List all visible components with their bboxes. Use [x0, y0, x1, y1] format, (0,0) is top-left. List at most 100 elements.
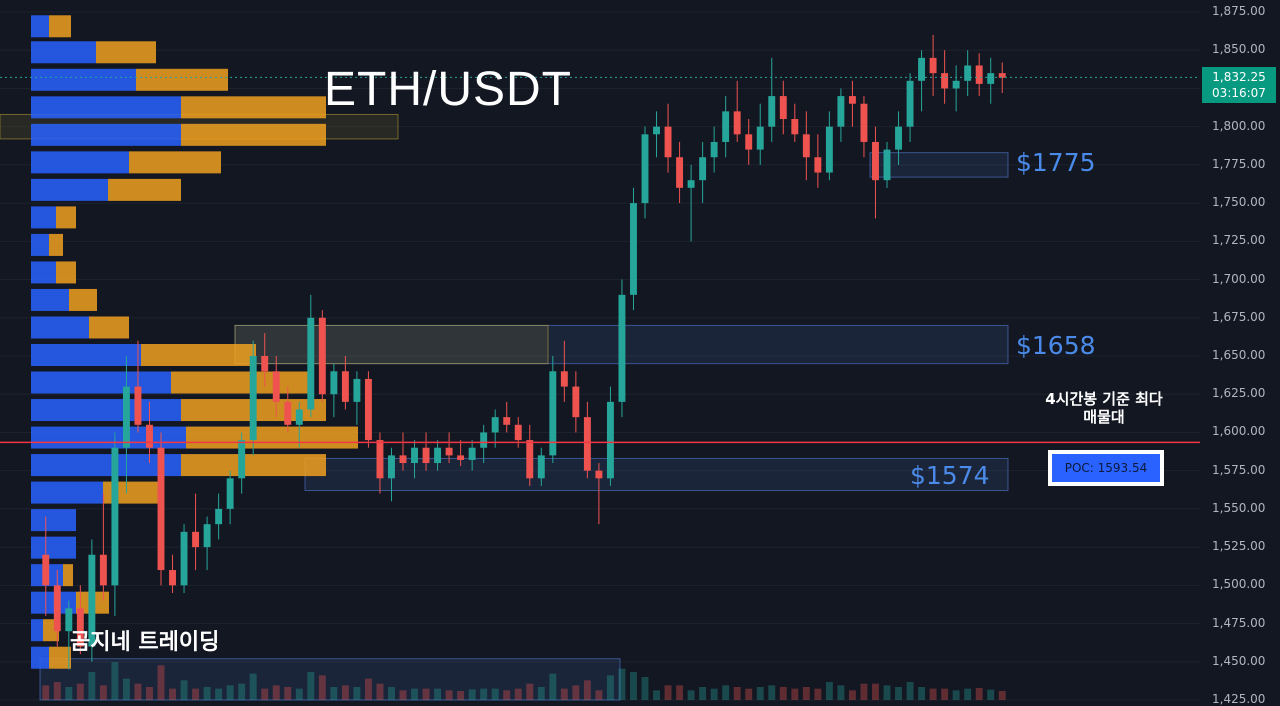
volume-bar [906, 682, 914, 700]
pair-title: ETH/USDT [324, 63, 572, 116]
candle-body [664, 126, 672, 158]
current-price-value: 1,832.25 [1212, 70, 1266, 84]
volume-bar [664, 685, 672, 700]
candle-body [595, 470, 603, 479]
candle-body [676, 157, 684, 188]
volume-bar [457, 691, 465, 700]
y-tick-label: 1,775.00 [1212, 156, 1266, 171]
volume-bar [99, 685, 107, 700]
volume-bar [411, 688, 418, 700]
poc-annotation: 4시간봉 기준 최다 매물대 [1045, 390, 1163, 426]
volume-bar [560, 688, 568, 700]
candle-body [814, 157, 822, 173]
price-lines [0, 76, 1200, 444]
candle-body [687, 180, 695, 188]
volume-profile-buy-bar [31, 15, 49, 38]
volume-bar [860, 683, 868, 700]
candle-body [653, 126, 660, 135]
volume-bar [733, 687, 741, 700]
volume-bar [825, 682, 833, 700]
y-tick-label: 1,750.00 [1212, 195, 1266, 210]
volume-bar [952, 690, 960, 700]
volume-profile-sell-bar [96, 41, 156, 64]
zone-label-1658: $1658 [1016, 331, 1096, 360]
candle-body [756, 126, 764, 150]
volume-profile-buy-bar [31, 151, 129, 174]
volume-profile-sell-bar [181, 123, 326, 146]
volume-profile-buy-bar [31, 41, 96, 64]
volume-profile-sell-bar [69, 288, 97, 311]
volume-profile-sell-bar [108, 178, 181, 201]
volume-bar [687, 690, 695, 700]
volume-bar [975, 688, 983, 700]
candle-body [710, 141, 718, 158]
candle-body [146, 424, 153, 448]
candle-body [618, 294, 626, 402]
volume-bar [941, 688, 949, 700]
y-tick-label: 1,475.00 [1212, 615, 1266, 630]
volume-bar [157, 665, 165, 700]
volume-bar [65, 687, 73, 700]
volume-bar [606, 675, 614, 700]
volume-bar [745, 688, 753, 700]
candle-body [975, 65, 983, 84]
volume-bar [76, 683, 84, 700]
candle-body [560, 371, 568, 387]
candle-body [215, 508, 223, 525]
candle-body [941, 73, 949, 89]
y-tick-label: 1,800.00 [1212, 118, 1266, 133]
candle-body [952, 80, 960, 89]
candle-body [583, 417, 591, 471]
volume-bar [353, 687, 361, 700]
volume-bar [284, 687, 292, 700]
candle-body [791, 119, 799, 135]
volume-bar [641, 677, 649, 700]
y-tick-label: 1,550.00 [1212, 500, 1266, 515]
volume-bar [42, 685, 50, 700]
candle-body [964, 65, 972, 81]
volume-bar [388, 687, 395, 700]
candle-body [641, 134, 649, 204]
volume-bar [480, 688, 488, 700]
volume-bar [364, 678, 372, 700]
candle-body [295, 409, 303, 425]
candle-body [272, 371, 280, 402]
y-tick-label: 1,675.00 [1212, 309, 1266, 324]
volume-bar [618, 668, 626, 700]
volume-profile [31, 15, 358, 669]
candle-body [364, 378, 372, 441]
volume-bar [964, 688, 972, 700]
volume-profile-sell-bar [129, 151, 221, 174]
volume-bar [88, 672, 96, 700]
volume-bar [572, 685, 580, 700]
y-tick-label: 1,875.00 [1212, 4, 1266, 18]
volume-profile-buy-bar [31, 454, 181, 477]
candle-body [422, 447, 430, 464]
volume-bar [330, 687, 338, 700]
candle-body [399, 455, 407, 464]
volume-profile-sell-bar [49, 15, 71, 38]
y-tick-label: 1,525.00 [1212, 539, 1266, 554]
volume-profile-buy-bar [31, 261, 56, 284]
volume-profile-buy-bar [31, 96, 181, 119]
volume-bar [929, 688, 937, 700]
candle-body [284, 401, 292, 425]
volume-bar [295, 688, 303, 700]
candle-body [53, 585, 61, 632]
volume-bar [848, 690, 856, 700]
volume-bar [779, 687, 787, 700]
y-tick-label: 1,575.00 [1212, 462, 1266, 477]
candle-body [779, 96, 787, 120]
volume-profile-buy-bar [31, 399, 181, 422]
candle-body [491, 417, 499, 433]
volume-profile-sell-bar [56, 261, 76, 284]
volume-bar [192, 688, 200, 700]
volume-profile-sell-bar [186, 426, 358, 449]
volume-profile-buy-bar [31, 316, 89, 339]
volume-bar [872, 683, 879, 700]
candle-body [238, 440, 246, 479]
candle-body [606, 401, 614, 479]
candlesticks [42, 34, 1006, 670]
volume-profile-buy-bar [31, 288, 69, 311]
